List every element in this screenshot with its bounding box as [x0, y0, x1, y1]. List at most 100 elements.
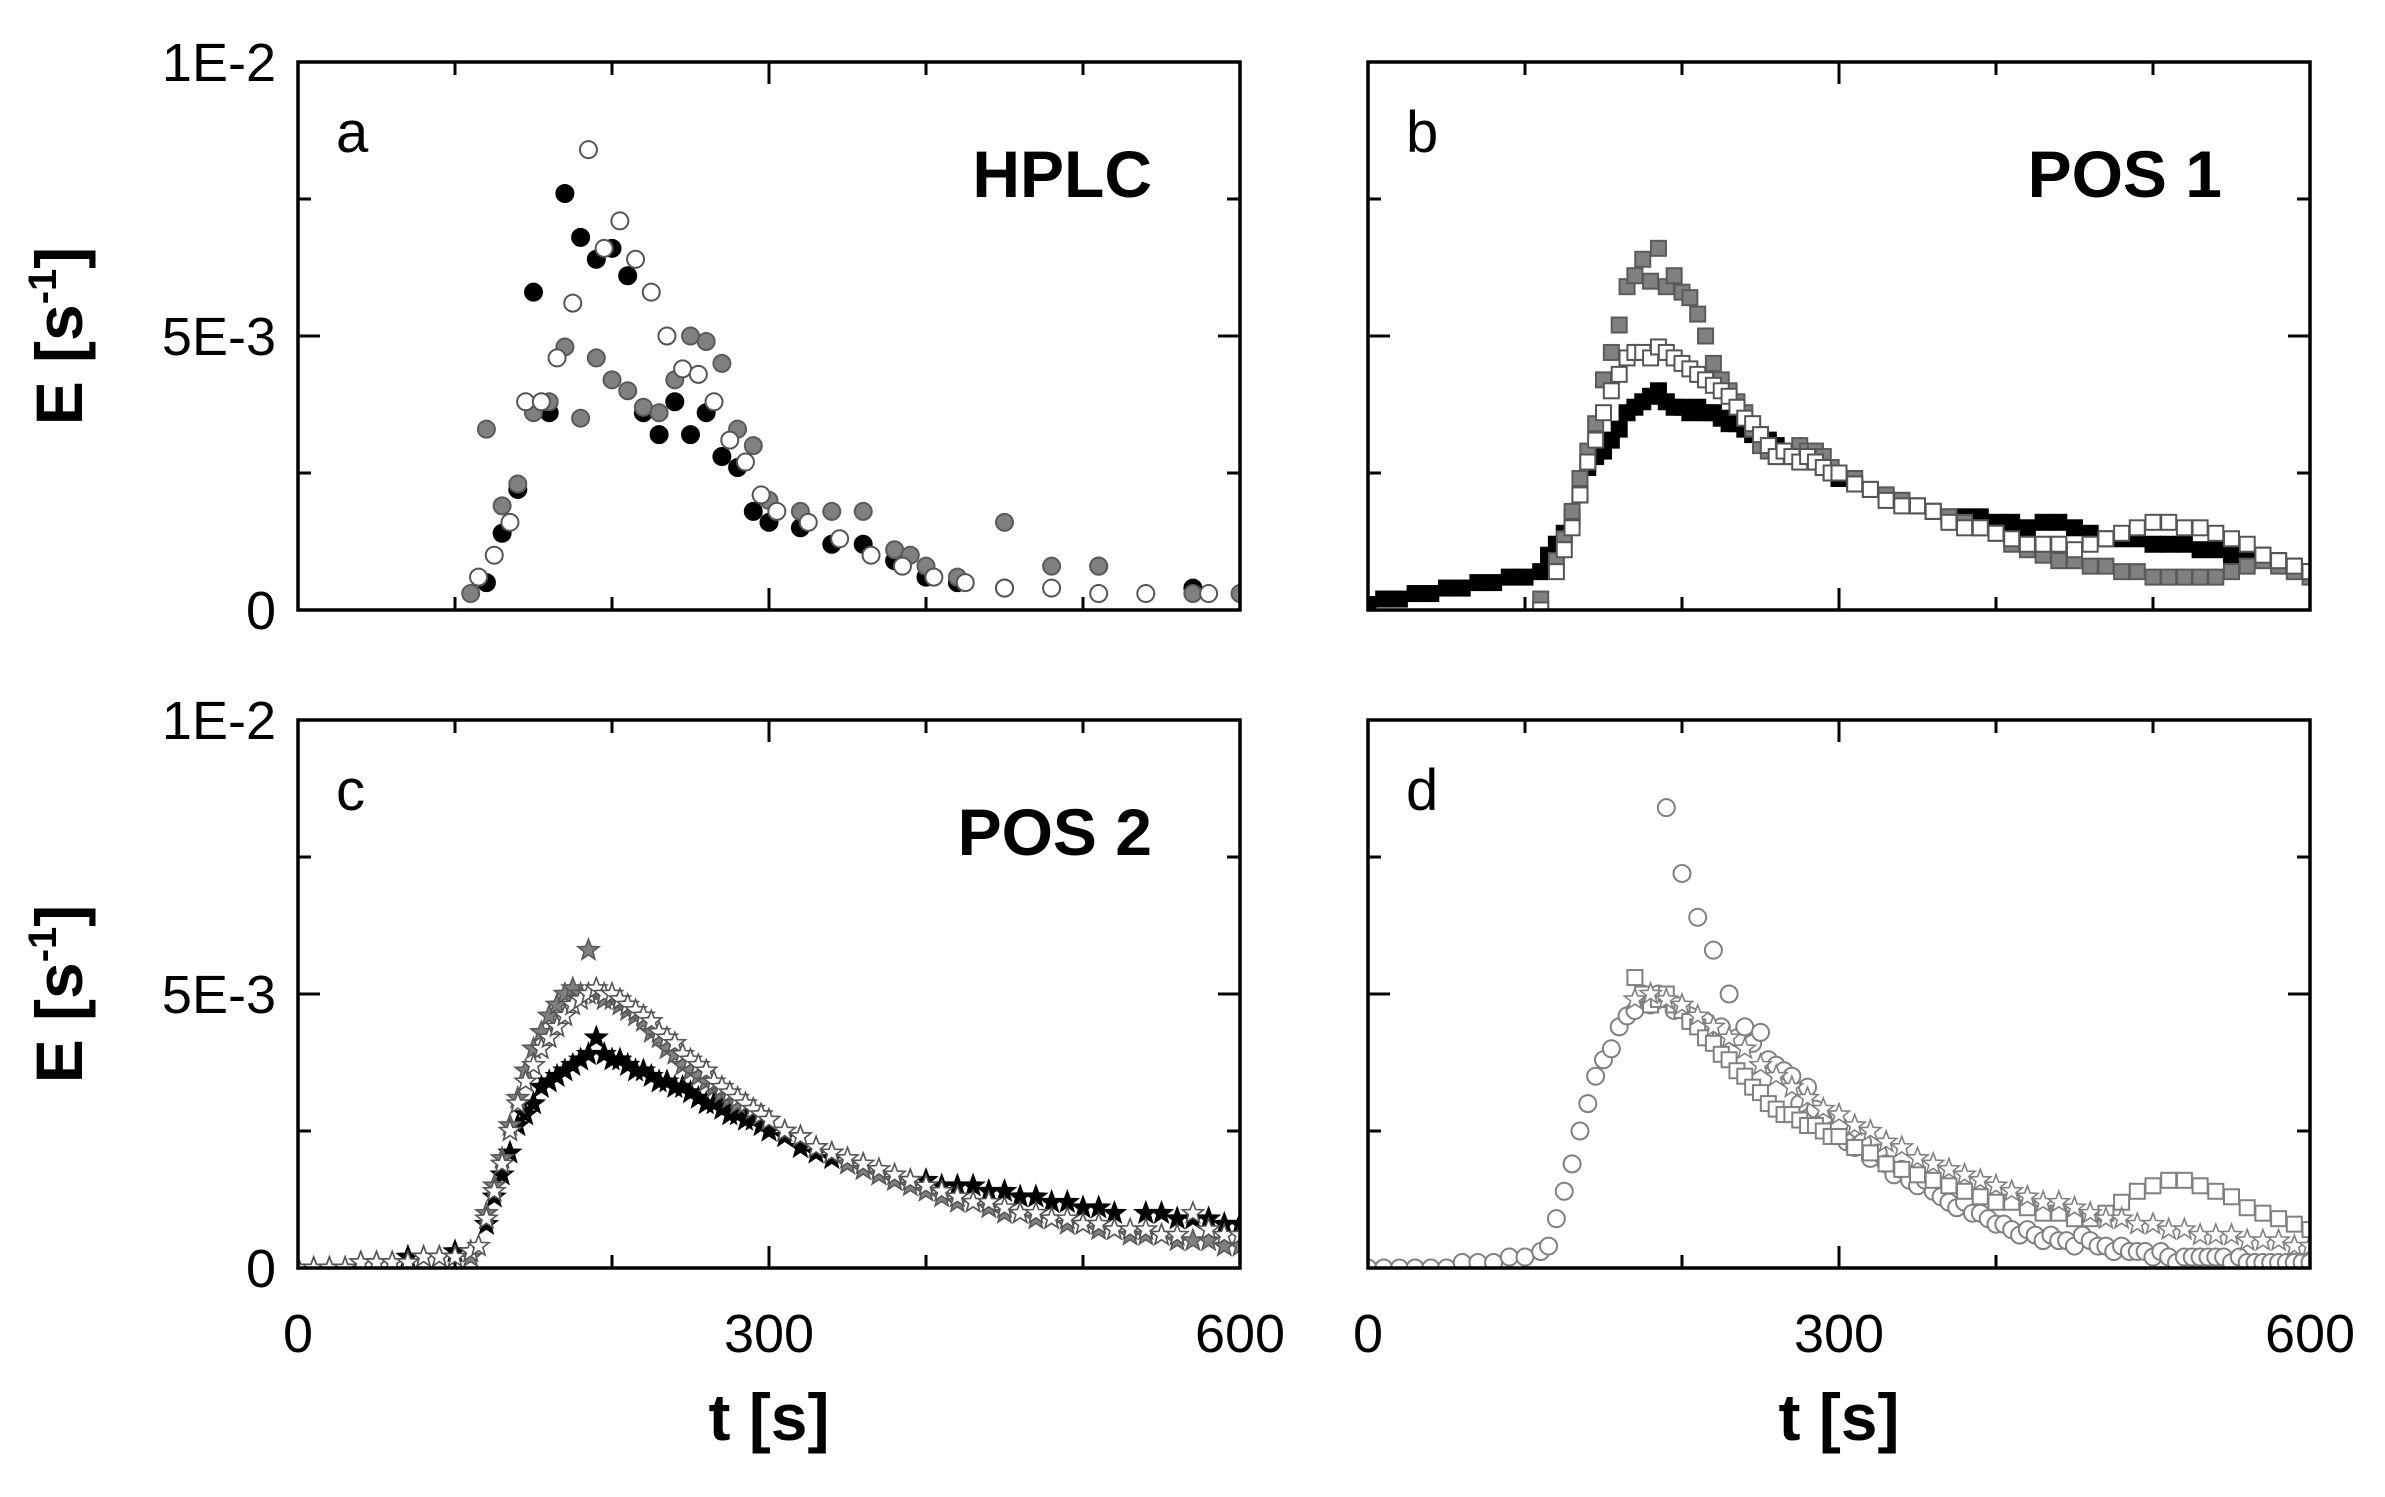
y-axis-title-close: ]: [22, 905, 96, 927]
data-point-s3: [1987, 524, 2005, 542]
data-point-s3: [1873, 1128, 1899, 1153]
data-point-s3: [1227, 1221, 1240, 1246]
data-point-s3: [834, 1145, 861, 1170]
data-point-s2: [2285, 1215, 2303, 1233]
data-point-s3: [1861, 480, 1879, 498]
data-point-s2: [575, 936, 602, 961]
data-point-s2: [571, 408, 591, 428]
data-point-s2: [1183, 584, 1203, 604]
data-point-s2: [1571, 469, 1589, 487]
data-point-s2: [2097, 557, 2115, 575]
data-point-s2: [2301, 1221, 2310, 1239]
panel-letter: b: [1406, 100, 1438, 165]
data-point-s3: [1716, 1024, 1742, 1049]
data-point-s3: [1195, 1216, 1222, 1241]
y-axis-title-main: E [s: [22, 962, 96, 1083]
data-point-s3: [1089, 584, 1109, 604]
panel-letter: c: [336, 758, 365, 823]
data-point-s2: [1649, 239, 1667, 257]
data-point-s2: [2223, 563, 2240, 581]
data-point-s1: [555, 184, 575, 204]
data-point-s2: [1681, 289, 1699, 307]
data-point-s3: [1555, 541, 1573, 559]
data-point-s3: [1023, 1199, 1049, 1224]
markers-panel-d: [1368, 798, 2310, 1268]
data-point-s1: [2050, 513, 2068, 531]
data-point-s1: [681, 425, 700, 445]
data-point-s3: [2081, 535, 2099, 553]
panel-b: b POS 1: [1366, 60, 2312, 612]
data-point-s3: [594, 238, 614, 258]
data-point-s3: [2014, 1183, 2041, 1208]
data-point-s3: [1967, 1166, 1994, 1192]
data-point-s2: [1877, 1155, 1895, 1173]
data-point-s3: [1794, 1084, 1821, 1109]
data-point-s2: [2144, 1177, 2162, 1195]
data-point-s3: [442, 1243, 468, 1268]
data-point-s3: [991, 1194, 1018, 1219]
data-point-s2: [1956, 1182, 1974, 1200]
data-point-s3: [484, 545, 504, 565]
data-point-s3: [547, 348, 567, 368]
data-point-s3: [2171, 1216, 2198, 1241]
data-point-s3: [861, 545, 881, 565]
data-point-s3: [1846, 475, 1864, 493]
data-point-s3: [2265, 1227, 2292, 1252]
data-point-s1: [1469, 574, 1487, 592]
data-point-s1: [1586, 1066, 1606, 1086]
data-point-s2: [712, 353, 732, 373]
data-point-s3: [2097, 530, 2115, 548]
data-point-s3: [2191, 519, 2209, 537]
data-point-s1: [2034, 513, 2052, 531]
data-point-s1: [1368, 1258, 1378, 1268]
data-point-s2: [1626, 969, 1644, 987]
panel-c: 0 5E-3 1E-2 0 300 600 t [s] E [s-1] c POS 2: [21, 691, 1285, 1454]
data-point-s3: [520, 1051, 547, 1076]
data-point-s3: [2034, 535, 2052, 553]
data-point-s3: [913, 1172, 939, 1197]
data-point-s2: [2128, 563, 2146, 581]
data-point-s3: [2046, 1188, 2072, 1213]
data-point-s3: [1587, 431, 1605, 449]
data-point-s1: [1390, 590, 1408, 608]
data-point-s3: [751, 485, 771, 505]
data-point-s1: [1374, 1258, 1394, 1268]
data-point-s2: [822, 501, 842, 521]
data-point-s2: [492, 496, 512, 516]
data-point-s3: [2285, 557, 2303, 575]
data-point-s3: [866, 1156, 892, 1181]
data-point-s2: [2050, 552, 2068, 570]
data-point-s2: [743, 436, 763, 456]
data-point-s2: [1940, 1177, 1958, 1195]
data-point-s2: [2238, 1199, 2256, 1217]
data-point-s1: [1688, 907, 1708, 927]
data-point-s3: [2128, 519, 2146, 537]
data-point-s3: [735, 452, 755, 472]
data-point-s2: [2238, 557, 2256, 575]
data-point-s1: [1405, 1258, 1425, 1268]
data-point-s1: [1539, 1236, 1559, 1256]
data-point-s3: [1199, 584, 1219, 604]
data-point-s3: [771, 1117, 798, 1142]
data-point-s2: [586, 348, 606, 368]
data-point-s3: [798, 512, 818, 532]
data-point-s1: [2003, 513, 2021, 531]
data-point-s3: [720, 430, 740, 450]
data-point-s3: [1136, 584, 1156, 604]
data-point-s2: [618, 381, 638, 401]
data-point-s2: [696, 331, 716, 351]
data-point-s3: [924, 567, 944, 587]
data-point-s2: [681, 326, 700, 346]
y-axis-title: E [s-1]: [21, 247, 96, 426]
data-point-s1: [1735, 1017, 1755, 1037]
data-point-s2: [2081, 557, 2099, 575]
data-point-s1: [2191, 541, 2209, 559]
data-point-s3: [1920, 1150, 1946, 1175]
data-point-s3: [1579, 453, 1597, 471]
data-point-s3: [1547, 563, 1565, 581]
data-point-s2: [2113, 563, 2131, 581]
data-point-s3: [469, 567, 489, 587]
data-point-s3: [563, 293, 583, 313]
y-tick-label: 5E-3: [162, 307, 276, 367]
data-point-s1: [1672, 863, 1692, 883]
